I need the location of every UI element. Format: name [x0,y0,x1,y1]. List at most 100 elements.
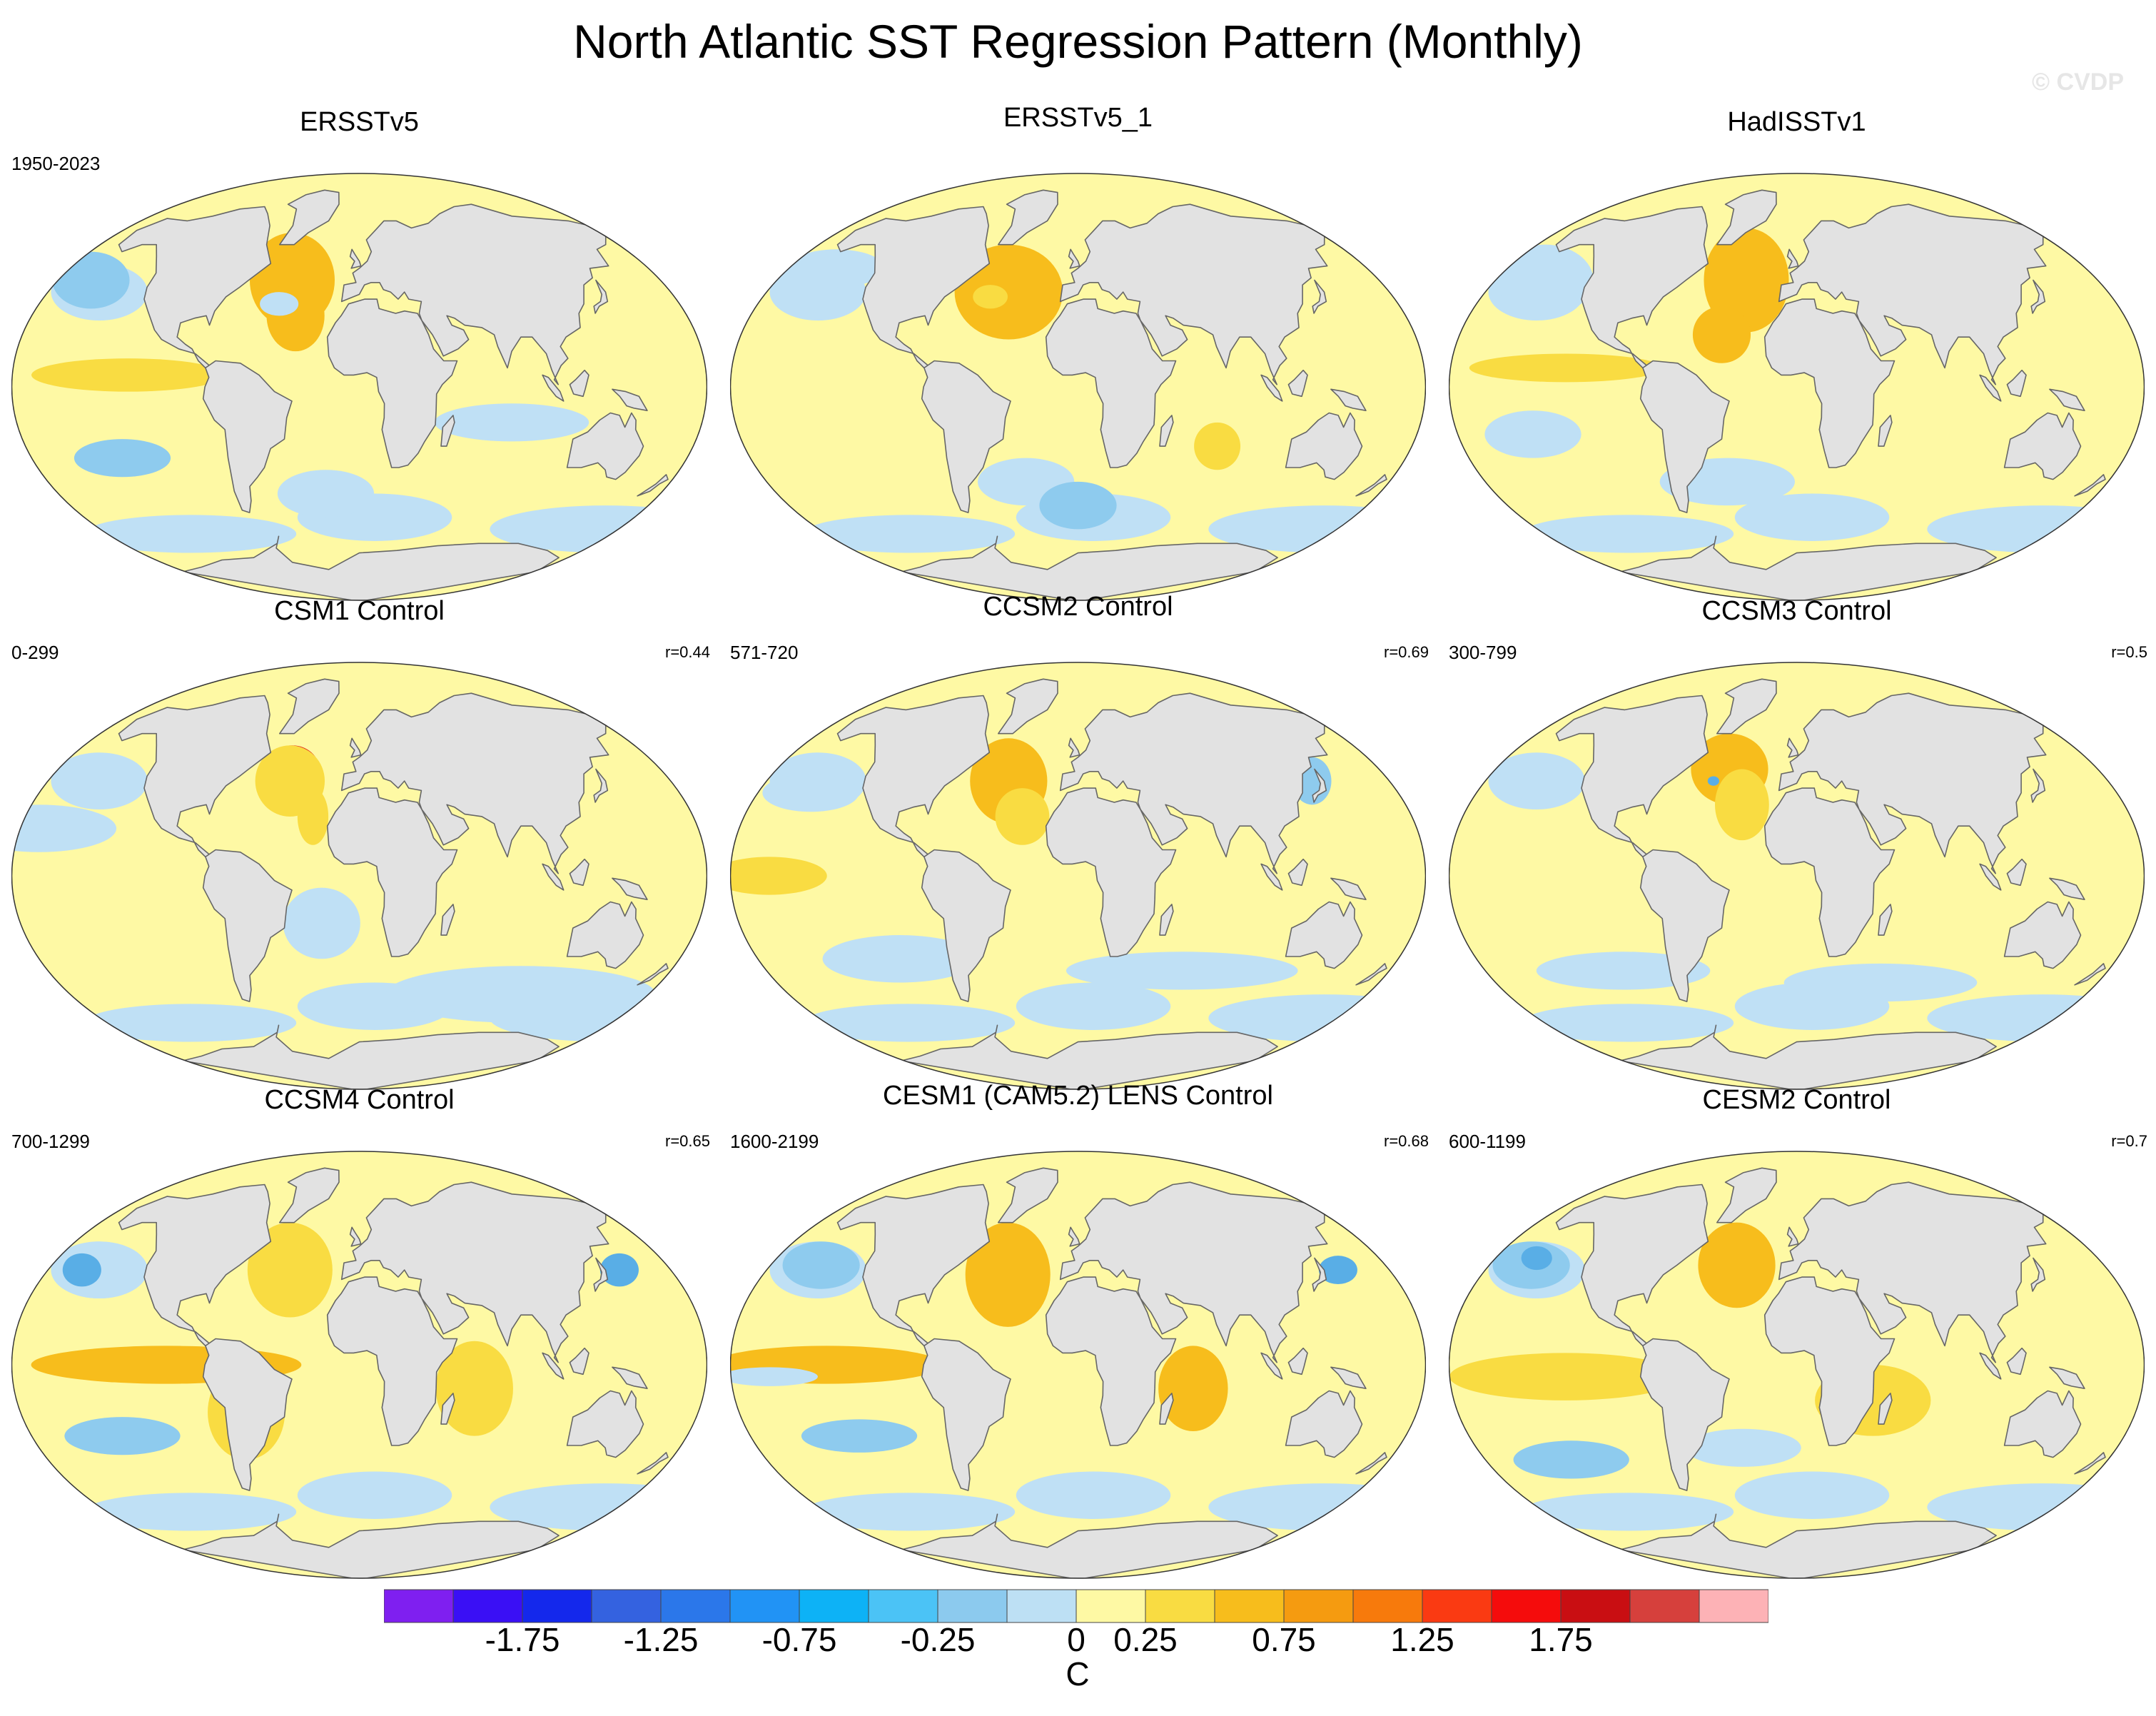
colorbar-tick-label: 0.25 [1113,1621,1178,1658]
sst-anomaly-contour [83,1493,297,1531]
land-madagascar [440,1393,455,1425]
land-australia [1285,412,1363,480]
land-japan [1312,279,1327,314]
pattern-correlation: r=0.65 [665,1132,710,1150]
sst-anomaly-contour [83,515,297,553]
sst-anomaly-contour [995,788,1050,845]
sst-anomaly-contour [51,752,148,809]
land-borneo [2006,1347,2027,1376]
colorbar-swatch [1214,1589,1285,1623]
land-uk [349,1226,362,1247]
land-greenland [1716,189,1777,246]
colorbar-tick-label: -1.75 [485,1621,560,1658]
land-africa [1763,1276,1896,1446]
land-madagascar [440,415,455,447]
land-eurasia [1778,692,2047,874]
land-japan [1312,768,1327,803]
sst-anomaly-contour [297,788,329,845]
map-border [730,1151,1426,1579]
land-sumatra [542,1352,565,1380]
colorbar-tick-label: 1.75 [1529,1621,1593,1658]
sst-anomaly-contour [247,1222,333,1318]
sst-anomaly-contour [83,1004,297,1042]
land-borneo [569,858,589,887]
colorbar-swatch [1629,1589,1700,1623]
land-australia [1285,901,1363,969]
land-australia [2003,412,2082,480]
land-uk [1068,1226,1080,1247]
land-sumatra [1260,863,1283,891]
land-newguinea [2049,877,2085,900]
land-sa [202,849,293,1002]
world-map [730,1151,1426,1579]
land-sa [202,360,293,513]
land-sumatra [1260,374,1283,402]
map-border [11,662,707,1090]
sst-anomaly-contour [965,1222,1051,1327]
colorbar-swatch [937,1589,1008,1623]
land-newguinea [2049,1366,2085,1389]
land-australia [566,412,644,480]
sst-anomaly-contour [802,515,1016,553]
sst-anomaly-contour [1194,422,1241,470]
land-africa [326,787,458,957]
world-map [1449,1151,2145,1579]
land-japan [593,768,609,803]
map-panel: CSM1 Control 0-299 r=0.44 [0,596,719,1090]
sst-anomaly-contour [260,292,299,316]
map-panel: CESM1 (CAM5.2) LENS Control 1600-2199 r=0.… [719,1081,1437,1579]
map-border [730,662,1426,1090]
land-na [836,206,991,369]
pattern-correlation: r=0.7 [2111,1132,2147,1150]
panel-title: HadISSTv1 [1727,107,1866,137]
land-japan [593,279,609,314]
land-sumatra [1979,374,2002,402]
land-japan [593,1257,609,1292]
land-borneo [1287,1347,1308,1376]
land-borneo [1287,858,1308,887]
land-borneo [569,369,589,398]
sst-anomaly-contour [1521,1004,1734,1042]
pattern-correlation: r=0.69 [1384,643,1429,661]
land-borneo [569,1347,589,1376]
world-map [11,662,707,1090]
map-panel: CESM2 Control 600-1199 r=0.7 [1437,1085,2156,1579]
land-sumatra [1979,1352,2002,1380]
land-uk [1068,248,1080,269]
land-japan [1312,1257,1327,1292]
panel-title: ERSSTv5_1 [1003,103,1153,133]
colorbar-swatch [729,1589,800,1623]
land-madagascar [1159,1393,1174,1425]
sst-anomaly-contour [277,470,375,518]
panel-period: 300-799 [1449,642,1517,663]
panel-title: CCSM4 Control [264,1085,455,1115]
land-greenland [279,678,340,735]
land-newguinea [1330,1366,1367,1389]
sst-anomaly-contour [74,439,171,478]
sst-anomaly-contour [1016,982,1171,1030]
panel-period: 600-1199 [1449,1131,1526,1152]
land-australia [2003,901,2082,969]
land-japan [2030,279,2046,314]
land-newguinea [1330,877,1367,900]
sst-anomaly-contour [1692,306,1751,363]
sst-anomaly-contour [1469,353,1663,383]
land-newguinea [2049,388,2085,411]
land-sumatra [1260,1352,1283,1380]
land-sumatra [542,374,565,402]
colorbar-tick-label: -0.25 [900,1621,976,1658]
land-nz [1355,1452,1387,1475]
land-eurasia [340,1181,609,1363]
land-uk [1786,1226,1799,1247]
sst-anomaly-contour [1521,1493,1734,1531]
pattern-correlation: r=0.68 [1384,1132,1429,1150]
panel-period: 1600-2199 [730,1131,819,1152]
land-borneo [2006,858,2027,887]
land-na [118,695,272,858]
panel-title: CCSM3 Control [1701,596,1892,626]
land-uk [349,248,362,269]
sst-anomaly-contour [788,249,885,288]
world-map [730,662,1426,1090]
map-border [1449,1151,2145,1579]
colorbar-swatch [522,1589,592,1623]
